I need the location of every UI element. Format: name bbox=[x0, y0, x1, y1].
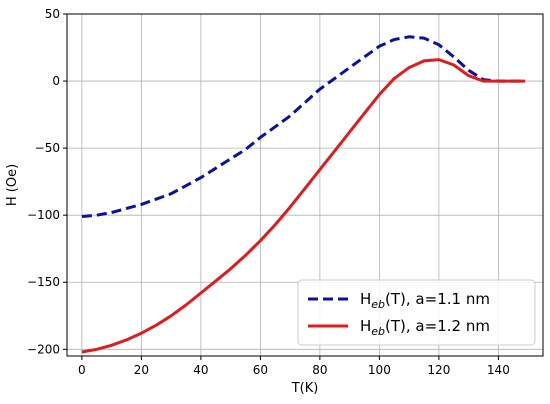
legend: Heb(T), a=1.1 nm Heb(T), a=1.2 nm bbox=[297, 279, 536, 346]
x-axis-ticks: 0 20 40 60 80 100 120 140 bbox=[78, 356, 510, 377]
series-line-1 bbox=[81, 35, 526, 218]
legend-box bbox=[297, 279, 536, 346]
legend-entry-1: Heb(T), a=1.1 nm bbox=[360, 290, 490, 311]
x-tick-label: 140 bbox=[487, 363, 510, 377]
x-axis-label: T(K) bbox=[291, 381, 319, 396]
x-tick-label: 100 bbox=[368, 363, 391, 377]
legend-entry-2: Heb(T), a=1.2 nm bbox=[360, 317, 490, 338]
series-layer bbox=[81, 35, 526, 354]
y-tick-label: 0 bbox=[52, 74, 60, 88]
x-tick-label: 40 bbox=[193, 363, 208, 377]
x-tick-label: 80 bbox=[312, 363, 327, 377]
x-tick-label: 120 bbox=[427, 363, 450, 377]
x-tick-label: 0 bbox=[78, 363, 86, 377]
y-tick-label: −50 bbox=[35, 141, 60, 155]
y-tick-label: −150 bbox=[27, 275, 60, 289]
x-tick-label: 60 bbox=[253, 363, 268, 377]
series-line-2 bbox=[81, 58, 526, 354]
plot-frame bbox=[66, 13, 544, 357]
y-axis-label: H (Oe) bbox=[5, 164, 20, 206]
y-axis-ticks: −200 −150 −100 −50 0 50 bbox=[27, 7, 67, 356]
y-tick-label: 50 bbox=[45, 7, 60, 21]
y-tick-label: −100 bbox=[27, 208, 60, 222]
x-tick-label: 20 bbox=[134, 363, 149, 377]
y-tick-label: −200 bbox=[27, 342, 60, 356]
